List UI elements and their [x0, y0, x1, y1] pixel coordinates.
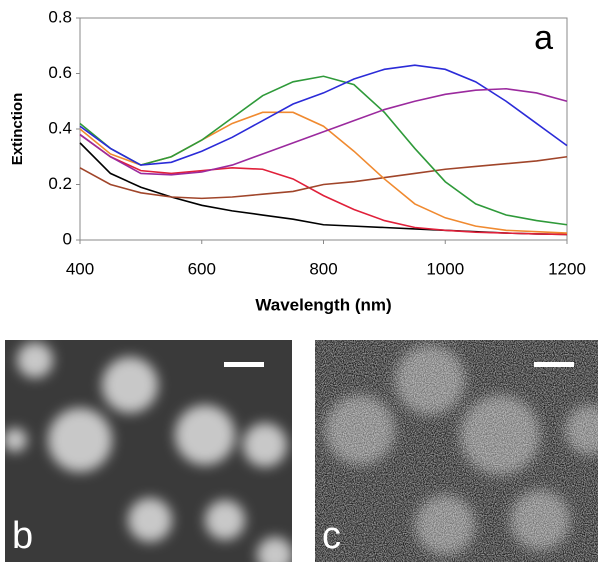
line-series [79, 142, 568, 236]
chart: 0 0.2 0.4 0.6 0.8 400 600 800 1000 1200 Wavelength… [9, 7, 586, 314]
line-series [79, 155, 568, 200]
y-tick-label: 0.8 [48, 7, 72, 26]
y-tick-label: 0.4 [48, 118, 72, 137]
x-tick-label: 400 [66, 259, 94, 278]
panel-label: c [322, 515, 341, 557]
panel-label: b [12, 515, 33, 557]
y-tick-label: 0.6 [48, 63, 72, 82]
x-axis-label: Wavelength (nm) [255, 295, 391, 314]
x-tick-label: 1000 [426, 259, 464, 278]
line-series [79, 87, 568, 176]
line-series [79, 133, 568, 236]
micrograph-b: b [5, 340, 292, 562]
y-tick-label: 0 [63, 229, 72, 248]
line-series [79, 75, 568, 226]
x-tick-label: 1200 [548, 259, 586, 278]
micrograph-c: c [315, 340, 598, 562]
y-axis-label: Extinction [9, 93, 26, 166]
line-series [79, 111, 568, 234]
panel-label: a [534, 19, 553, 57]
x-tick-label: 600 [188, 259, 216, 278]
y-tick-label: 0.2 [48, 174, 72, 193]
plot-frame [79, 17, 568, 241]
x-tick-label: 800 [309, 259, 337, 278]
line-series [79, 64, 568, 166]
